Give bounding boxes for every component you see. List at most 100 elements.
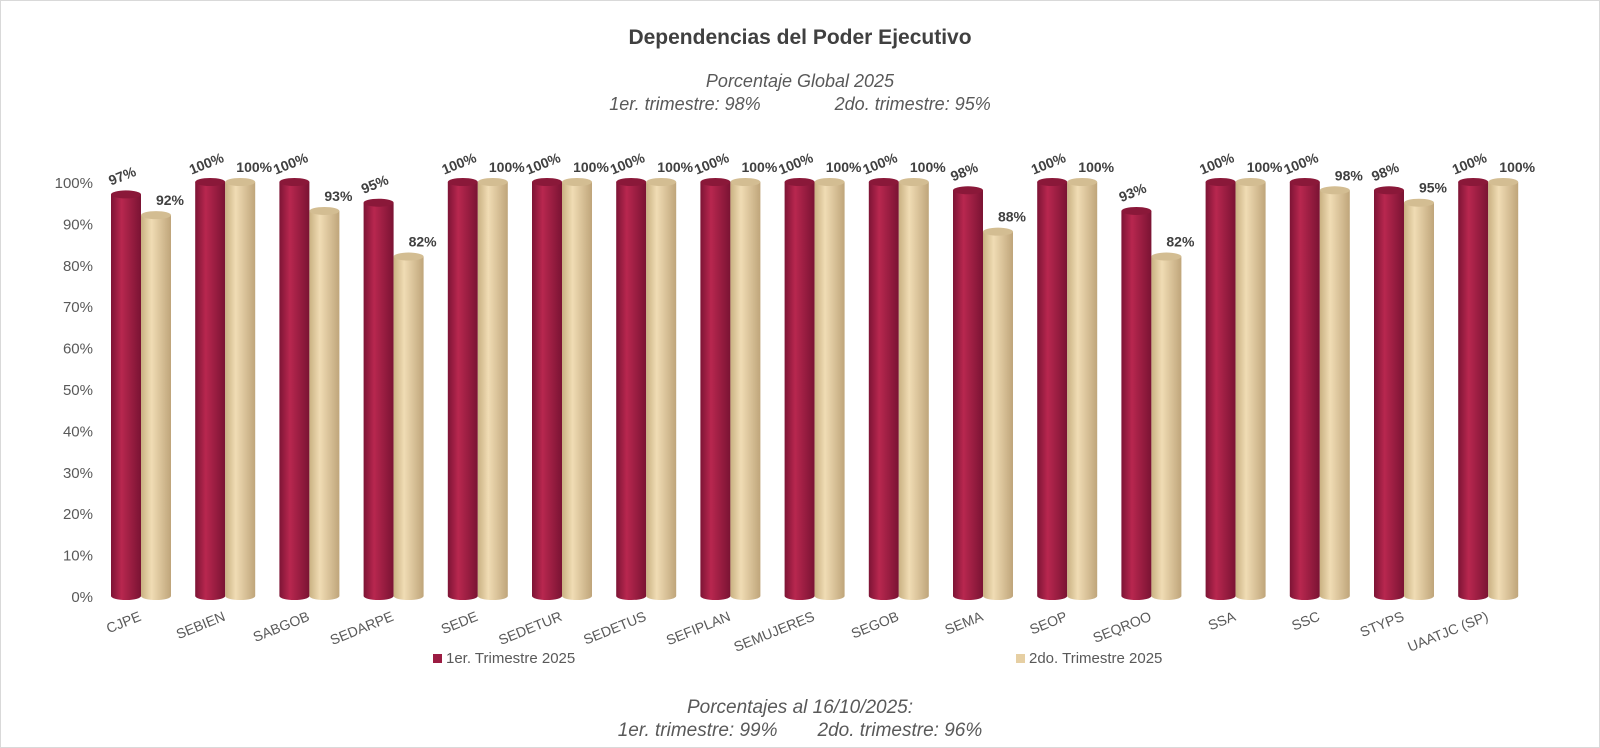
- bar-cap: [393, 252, 424, 261]
- bar-body: [1235, 182, 1266, 600]
- chart-footer-quarters: 1er. trimestre: 99% 2do. trimestre: 96%: [0, 720, 1600, 742]
- bar-1-sedetur: [532, 178, 562, 600]
- bar-cap: [1458, 178, 1489, 186]
- bar-body: [195, 182, 226, 600]
- data-label: 100%: [1247, 159, 1283, 175]
- bar-cap: [983, 227, 1013, 236]
- legend-label-series-1: 1er. Trimestre 2025: [446, 650, 576, 667]
- chart-title: Dependencias del Poder Ejecutivo: [628, 26, 972, 49]
- bar-cap: [784, 178, 815, 186]
- bar-body: [1458, 182, 1489, 600]
- x-category-label: SEOP: [1027, 608, 1069, 637]
- bar-cap: [279, 178, 310, 186]
- x-category-label: SEMA: [942, 608, 985, 638]
- bar-body: [309, 210, 340, 601]
- x-category-label: SABGOB: [251, 608, 312, 645]
- bar-2-semujeres: [814, 178, 845, 600]
- x-category-label: SEBIEN: [174, 608, 228, 642]
- bar-2-sedetur: [562, 178, 592, 600]
- bar-body: [1121, 210, 1152, 601]
- bar-cap: [868, 178, 899, 186]
- x-category-label: CJPE: [104, 608, 143, 636]
- data-label: 100%: [1029, 149, 1069, 177]
- bar-body: [953, 190, 983, 600]
- bar-body: [784, 182, 815, 600]
- bar-cap: [1374, 186, 1404, 195]
- data-label: 100%: [608, 149, 648, 177]
- bar-1-styps: [1374, 186, 1404, 600]
- bar-body: [532, 182, 562, 600]
- bar-1-uaatjc-sp-: [1458, 178, 1489, 600]
- bar-2-sema: [983, 227, 1013, 600]
- bar-cap: [1488, 178, 1519, 186]
- bar-1-sefiplan: [700, 178, 731, 600]
- bar-cap: [532, 178, 562, 186]
- bar-2-seqroo: [1151, 252, 1182, 600]
- data-label: 100%: [1078, 159, 1114, 175]
- bar-2-sabgob: [309, 206, 340, 601]
- bar-body: [730, 182, 761, 600]
- bar-cap: [1067, 178, 1098, 186]
- y-tick-label: 0%: [71, 589, 93, 606]
- subtitle-q1: 1er. trimestre: 98%: [609, 94, 761, 114]
- y-tick-label: 10%: [63, 548, 93, 565]
- bar-cap: [1319, 186, 1350, 195]
- bar-cap: [646, 178, 677, 186]
- bar-1-seop: [1037, 178, 1068, 600]
- legend-swatch-series-1: [433, 654, 442, 663]
- bar-cap: [477, 178, 508, 186]
- data-label: 98%: [948, 159, 980, 185]
- data-label: 100%: [187, 149, 227, 177]
- y-tick-label: 80%: [63, 258, 93, 275]
- bar-1-semujeres: [784, 178, 815, 600]
- bar-2-seop: [1067, 178, 1098, 600]
- x-category-label: SEGOB: [849, 608, 901, 641]
- bar-cap: [616, 178, 647, 186]
- bar-cap: [111, 190, 141, 199]
- bar-body: [562, 182, 592, 600]
- data-label: 97%: [106, 163, 138, 189]
- bar-2-sefiplan: [730, 178, 761, 600]
- bar-body: [477, 182, 508, 600]
- bar-body: [279, 182, 310, 600]
- data-label: 100%: [657, 159, 693, 175]
- x-category-label: SEDETUR: [496, 608, 564, 648]
- bar-cap: [1235, 178, 1266, 186]
- data-label: 95%: [359, 171, 391, 197]
- bar-body: [447, 182, 478, 600]
- x-category-label: SSC: [1289, 608, 1322, 634]
- bar-body: [646, 182, 677, 600]
- bar-1-seqroo: [1121, 206, 1152, 601]
- bar-cap: [225, 178, 256, 186]
- bar-cap: [953, 186, 983, 195]
- chart-subtitle-quarters: 1er. trimestre: 98% 2do. trimestre: 95%: [0, 94, 1600, 115]
- x-category-label: SSA: [1206, 608, 1239, 634]
- y-tick-label: 20%: [63, 506, 93, 523]
- y-tick-label: 40%: [63, 423, 93, 440]
- data-label: 100%: [826, 159, 862, 175]
- bar-cap: [1404, 198, 1434, 207]
- data-label: 100%: [573, 159, 609, 175]
- bar-cap: [447, 178, 478, 186]
- bar-cap: [1037, 178, 1068, 186]
- data-label: 100%: [776, 149, 816, 177]
- bar-cap: [141, 211, 171, 220]
- bar-body: [393, 256, 424, 600]
- data-label: 100%: [524, 149, 564, 177]
- bar-cap: [309, 206, 340, 215]
- bar-cap: [1289, 178, 1320, 186]
- footer-q1: 1er. trimestre: 99%: [617, 720, 778, 741]
- y-tick-label: 70%: [63, 299, 93, 316]
- legend-label-series-2: 2do. Trimestre 2025: [1029, 650, 1163, 667]
- bar-2-sedetus: [646, 178, 677, 600]
- bar-body: [1151, 256, 1182, 600]
- bar-cap: [700, 178, 731, 186]
- data-label: 98%: [1335, 167, 1364, 183]
- data-label: 100%: [1450, 149, 1490, 177]
- data-label: 93%: [1117, 179, 1149, 205]
- bar-cap: [730, 178, 761, 186]
- legend-swatch-series-2: [1016, 654, 1025, 663]
- bar-2-uaatjc-sp-: [1488, 178, 1519, 600]
- bar-1-sema: [953, 186, 983, 600]
- bar-cap: [363, 198, 394, 207]
